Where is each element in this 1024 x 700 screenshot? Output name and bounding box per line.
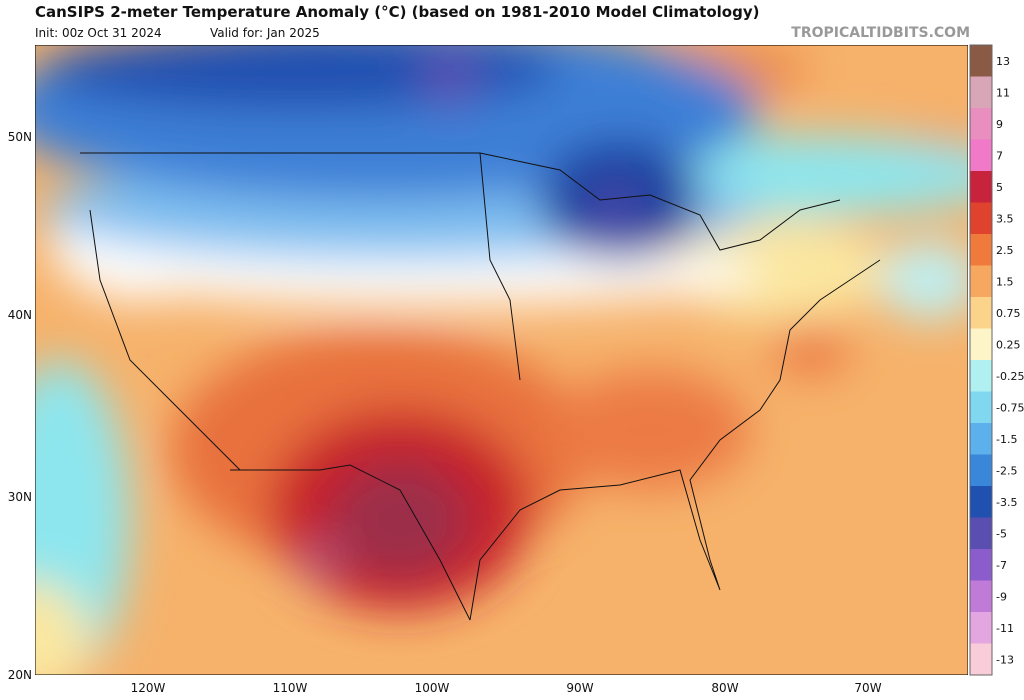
colorbar-swatch [970, 486, 992, 518]
colorbar-label: 5 [996, 181, 1003, 194]
lat-label: 30N [8, 490, 32, 504]
valid-time: Valid for: Jan 2025 [210, 26, 320, 40]
colorbar-swatch [970, 423, 992, 455]
colorbar-swatch [970, 45, 992, 77]
init-time: Init: 00z Oct 31 2024 [35, 26, 162, 40]
latitude-labels: 50N 40N 30N 20N [8, 130, 32, 682]
colorbar-swatch [970, 549, 992, 581]
colorbar-label: 7 [996, 149, 1003, 162]
colorbar-label: -9 [996, 590, 1007, 603]
colorbar-label: -0.25 [996, 370, 1024, 383]
colorbar-swatch [970, 139, 992, 171]
colorbar: 13 11 9 7 5 3.5 2.5 1.5 0.75 0.25 -0.25 -0.75 -1.5 -2… [969, 44, 1024, 676]
colorbar-label: 3.5 [996, 212, 1014, 225]
colorbar-label: -13 [996, 653, 1014, 666]
colorbar-label: -3.5 [996, 496, 1017, 509]
lat-label: 40N [8, 308, 32, 322]
colorbar-frame [969, 44, 993, 676]
colorbar-swatch [970, 643, 992, 675]
lon-label: 120W [131, 681, 166, 695]
lon-label: 70W [854, 681, 881, 695]
colorbar-label: -1.5 [996, 433, 1017, 446]
colorbar-swatch [970, 265, 992, 297]
colorbar-swatch [970, 202, 992, 234]
site-credit: TROPICALTIDBITS.COM [791, 25, 970, 41]
colorbar-label: 11 [996, 86, 1010, 99]
colorbar-swatch [970, 328, 992, 360]
colorbar-swatch [970, 454, 992, 486]
lon-label: 80W [711, 681, 738, 695]
colorbar-label: 2.5 [996, 244, 1014, 257]
colorbar-swatch [970, 517, 992, 549]
colorbar-label: -11 [996, 622, 1014, 635]
lat-label: 50N [8, 130, 32, 144]
colorbar-swatch [970, 360, 992, 392]
colorbar-swatch [970, 234, 992, 266]
colorbar-label: -2.5 [996, 464, 1017, 477]
colorbar-label: -5 [996, 527, 1007, 540]
colorbar-swatch [970, 580, 992, 612]
lat-label: 20N [8, 668, 32, 682]
lon-label: 90W [566, 681, 593, 695]
colorbar-swatch [970, 171, 992, 203]
colorbar-swatch [970, 108, 992, 140]
colorbar-swatch [970, 612, 992, 644]
colorbar-label: 9 [996, 118, 1003, 131]
colorbar-swatch [970, 391, 992, 423]
title: CanSIPS 2-meter Temperature Anomaly (°C)… [35, 3, 759, 21]
colorbar-label: -7 [996, 559, 1007, 572]
lon-label: 110W [273, 681, 308, 695]
colorbar-label: 0.75 [996, 307, 1021, 320]
lon-label: 100W [415, 681, 450, 695]
colorbar-label: 0.25 [996, 338, 1021, 351]
colorbar-label: -0.75 [996, 401, 1024, 414]
colorbar-swatch [970, 76, 992, 108]
colorbar-label: 13 [996, 55, 1010, 68]
anomaly-map [35, 45, 968, 675]
longitude-labels: 120W 110W 100W 90W 80W 70W [131, 681, 882, 695]
colorbar-label: 1.5 [996, 275, 1014, 288]
colorbar-swatch [970, 297, 992, 329]
